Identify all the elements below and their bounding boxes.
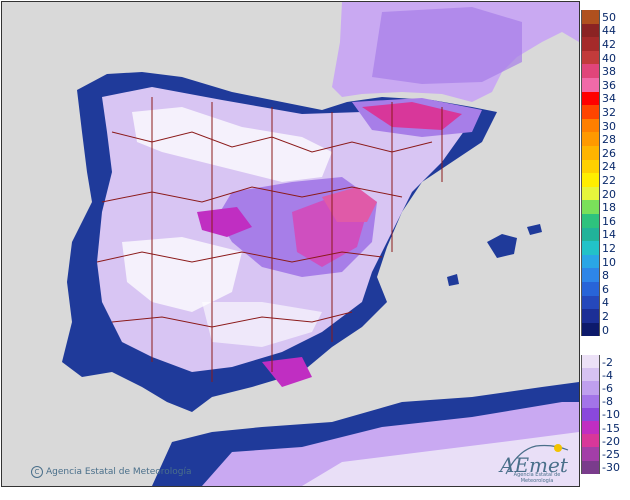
temperature-map: [1, 1, 580, 487]
legend-label-lower-7: -25: [602, 448, 620, 461]
legend-label-lower-2: -6: [602, 382, 613, 395]
ibiza-island: [447, 274, 459, 286]
legend-swatch-upper-8: [581, 118, 600, 133]
legend-label-upper-7: 32: [602, 106, 616, 119]
legend-swatch-upper-21: [581, 295, 600, 310]
legend-label-lower-0: -2: [602, 355, 613, 369]
legend-label-upper-2: 42: [602, 38, 616, 51]
legend-swatch-upper-13: [581, 186, 600, 201]
pyrenees-core: [362, 102, 462, 130]
france-cold-area: [372, 7, 522, 84]
svg-text:AEmet: AEmet: [498, 453, 569, 477]
legend-swatch-lower-7: [581, 447, 600, 461]
legend-swatch-upper-9: [581, 132, 600, 146]
legend-label-lower-8: -30: [602, 461, 620, 475]
menorca-island: [527, 224, 542, 235]
legend-label-upper-19: 8: [602, 269, 609, 283]
sistema-central-core: [197, 207, 252, 237]
legend-label-upper-10: 26: [602, 146, 616, 160]
legend-label-upper-4: 38: [602, 65, 616, 79]
legend-label-upper-14: 18: [602, 201, 616, 215]
legend-label-upper-3: 40: [602, 51, 616, 65]
legend-swatch-lower-4: [581, 407, 600, 421]
legend-swatch-upper-1: [581, 23, 600, 38]
legend-swatch-lower-0: [581, 355, 600, 369]
sierra-nevada-core: [262, 357, 312, 387]
legend-label-lower-3: -8: [602, 395, 613, 409]
legend-swatch-upper-2: [581, 37, 600, 51]
legend-label-upper-22: 2: [602, 310, 609, 323]
legend-swatch-upper-19: [581, 268, 600, 282]
legend-swatch-lower-1: [581, 368, 600, 382]
legend-label-upper-5: 36: [602, 78, 616, 92]
legend-swatch-upper-10: [581, 146, 600, 160]
legend-label-upper-6: 34: [602, 92, 616, 106]
legend-swatch-upper-5: [581, 78, 600, 92]
legend-swatch-lower-3: [581, 394, 600, 408]
aemet-logo: AEmet: [498, 444, 569, 477]
legend-swatch-upper-6: [581, 91, 600, 106]
credit-text: C Agencia Estatal de Meteorología: [31, 466, 192, 478]
legend-swatch-upper-11: [581, 159, 600, 174]
legend-swatch-lower-8: [581, 460, 600, 474]
legend-swatch-upper-18: [581, 254, 600, 269]
province-borders: [96, 97, 443, 382]
copyright-icon: C: [31, 466, 43, 478]
legend-swatch-upper-22: [581, 309, 600, 323]
south-mild: [202, 302, 322, 347]
legend-label-upper-20: 6: [602, 282, 609, 296]
legend-label-lower-4: -10: [602, 408, 620, 422]
logo-caption: Agencia Estatal de Meteorología: [513, 472, 561, 484]
legend-swatch-upper-17: [581, 241, 600, 255]
mallorca-island: [487, 234, 517, 258]
iberico-core: [322, 187, 377, 222]
legend-label-upper-8: 30: [602, 119, 616, 133]
legend-swatch-upper-0: [581, 10, 600, 24]
legend-label-upper-17: 12: [602, 242, 616, 255]
legend-label-upper-13: 20: [602, 187, 616, 201]
legend-label-upper-0: 50: [602, 10, 616, 24]
legend-swatch-upper-12: [581, 173, 600, 187]
legend-label-upper-11: 24: [602, 160, 616, 174]
legend-swatch-upper-15: [581, 214, 600, 228]
legend-label-lower-6: -20: [602, 434, 620, 448]
legend-label-upper-9: 28: [602, 133, 616, 147]
north-plateau-mild: [132, 107, 332, 182]
legend-label-upper-18: 10: [602, 255, 616, 269]
legend-swatch-lower-2: [581, 381, 600, 395]
color-legend: 50 44 42 40 38 36 34 32 30 28 26 24 22 20 18 16 14 12 10 8 6…: [581, 10, 627, 485]
map-canvas: [2, 2, 579, 486]
legend-label-upper-1: 44: [602, 24, 616, 38]
legend-swatch-upper-14: [581, 200, 600, 214]
legend-label-lower-1: -4: [602, 368, 613, 382]
legend-swatch-upper-4: [581, 64, 600, 78]
legend-swatch-lower-6: [581, 434, 600, 448]
legend-label-upper-23: 0: [602, 323, 609, 337]
legend-swatch-upper-16: [581, 227, 600, 242]
legend-label-upper-12: 22: [602, 174, 616, 187]
africa-mild-area: [302, 432, 579, 486]
legend-label-upper-15: 16: [602, 214, 616, 228]
legend-swatch-lower-5: [581, 421, 600, 435]
legend-swatch-upper-20: [581, 282, 600, 296]
legend-swatch-upper-23: [581, 322, 600, 337]
legend-label-upper-21: 4: [602, 296, 609, 310]
legend-swatch-upper-3: [581, 50, 600, 65]
legend-swatch-upper-7: [581, 105, 600, 119]
legend-label-upper-16: 14: [602, 228, 616, 242]
credit-label: Agencia Estatal de Meteorología: [46, 467, 192, 477]
legend-label-lower-5: -15: [602, 421, 620, 435]
